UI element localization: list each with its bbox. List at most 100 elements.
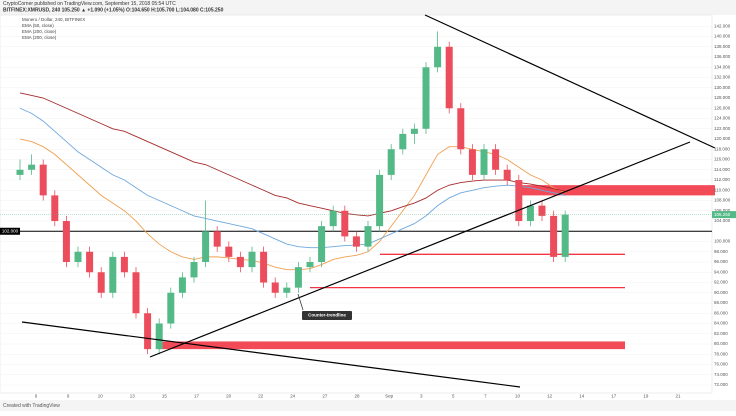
candle-body (329, 210, 337, 227)
trendline (149, 141, 691, 358)
candle-body (503, 169, 511, 181)
base-label-box (0, 227, 20, 235)
publisher: CryptoCorner published on TradingView.co… (3, 1, 176, 7)
trendline (424, 14, 716, 149)
candle-body (399, 133, 407, 150)
candle-body (526, 205, 534, 222)
candle-body (132, 272, 140, 314)
legend-entry: EMA (50, close) (22, 23, 54, 28)
y-tick-label: 126.000 (714, 105, 731, 110)
annotation-box (302, 311, 352, 320)
candle-body (445, 46, 453, 109)
annotation: Counter-trendline (308, 313, 346, 318)
candle-body (97, 272, 105, 293)
y-tick-label: 90.000 (714, 290, 728, 295)
candle-body (202, 231, 210, 263)
candle-body (306, 262, 314, 268)
zone (158, 341, 625, 350)
y-tick-label: 88.000 (714, 300, 728, 305)
candle-body (190, 262, 198, 278)
header-bar (0, 0, 736, 15)
y-tick-label: 86.000 (714, 310, 728, 315)
candle-body (422, 67, 430, 129)
y-tick-label: 98.000 (714, 249, 728, 254)
legend-entry: EMA (200, close) (22, 35, 57, 40)
candle-body (318, 226, 326, 263)
x-tick-label: 22 (258, 394, 264, 399)
candle-body (434, 46, 442, 68)
candle-body (515, 180, 523, 222)
candle-body (550, 215, 558, 257)
y-tick-label: 124.000 (714, 116, 731, 121)
candle-body (86, 251, 94, 273)
candle-body (538, 205, 546, 216)
candle-body (410, 128, 418, 134)
y-tick-label: 136.000 (714, 54, 731, 59)
x-tick-label: Sep (385, 394, 394, 399)
ema-line (19, 107, 566, 249)
candle-body (387, 149, 395, 175)
x-tick-label: 6 (35, 394, 38, 399)
x-tick-label: 10 (515, 394, 521, 399)
y-tick-label: 96.000 (714, 259, 728, 264)
y-tick-label: 112.000 (714, 177, 730, 182)
base-label: 102.000 (2, 228, 19, 233)
candle-body (155, 323, 163, 350)
x-tick-label: 20 (226, 394, 232, 399)
plot-layer (0, 26, 715, 386)
candle-body (28, 164, 36, 170)
x-tick-label: 28 (354, 394, 360, 399)
y-tick-label: 116.000 (714, 157, 730, 162)
candle-body (213, 231, 221, 247)
y-tick-label: 78.000 (714, 351, 728, 356)
y-tick-label: 72.000 (714, 382, 728, 387)
x-tick-label: 5 (452, 394, 455, 399)
candle-body (260, 251, 268, 283)
y-tick-label: 128.000 (714, 95, 731, 100)
candle-body (144, 313, 152, 350)
candle-body (364, 226, 372, 247)
candle-body (74, 251, 82, 263)
y-tick-label: 120.000 (714, 136, 731, 141)
footer: Created with TradingView (3, 403, 60, 409)
candle-body (62, 221, 70, 263)
candle-body (225, 246, 233, 257)
y-tick-label: 134.000 (714, 64, 731, 69)
candle-body (109, 256, 117, 293)
candle-body (236, 256, 244, 268)
candle-body (492, 149, 500, 170)
legend-entry: EMA (200, close) (22, 29, 57, 34)
x-tick-label: 9 (67, 394, 70, 399)
y-tick-label: 80.000 (714, 341, 728, 346)
y-tick-label: 108.000 (714, 198, 731, 203)
candle-body (248, 251, 256, 268)
candle-body (39, 164, 47, 196)
candle-body (294, 267, 302, 288)
zone (520, 185, 715, 196)
footer-bar (0, 400, 736, 411)
y-tick-label: 106.000 (714, 208, 731, 213)
x-tick-label: 17 (611, 394, 617, 399)
candle-body (352, 236, 360, 247)
x-tick-label: 15 (162, 394, 168, 399)
symbol-line: BITFINEX:XMRUSD, 240 105.250 ▲ +1.090 (+… (3, 7, 224, 13)
y-tick-label: 84.000 (714, 321, 728, 326)
last-price-box (712, 211, 736, 219)
annotation-pointer (297, 293, 304, 311)
x-tick-label: 13 (130, 394, 136, 399)
y-tick-label: 114.000 (714, 167, 730, 172)
y-tick-label: 142.000 (714, 23, 731, 28)
candle-body (561, 214, 569, 257)
last-price-label: 105.250 (714, 212, 731, 217)
candle-body (468, 149, 476, 175)
y-tick-label: 74.000 (714, 372, 728, 377)
y-tick-label: 76.000 (714, 362, 728, 367)
candle-body (271, 282, 279, 293)
y-tick-label: 100.000 (714, 239, 731, 244)
y-tick-label: 130.000 (714, 85, 731, 90)
x-tick-label: 10 (98, 394, 104, 399)
candle-body (51, 195, 59, 222)
y-tick-label: 82.000 (714, 331, 728, 336)
candle-body (283, 287, 291, 293)
candle-body (16, 169, 24, 175)
